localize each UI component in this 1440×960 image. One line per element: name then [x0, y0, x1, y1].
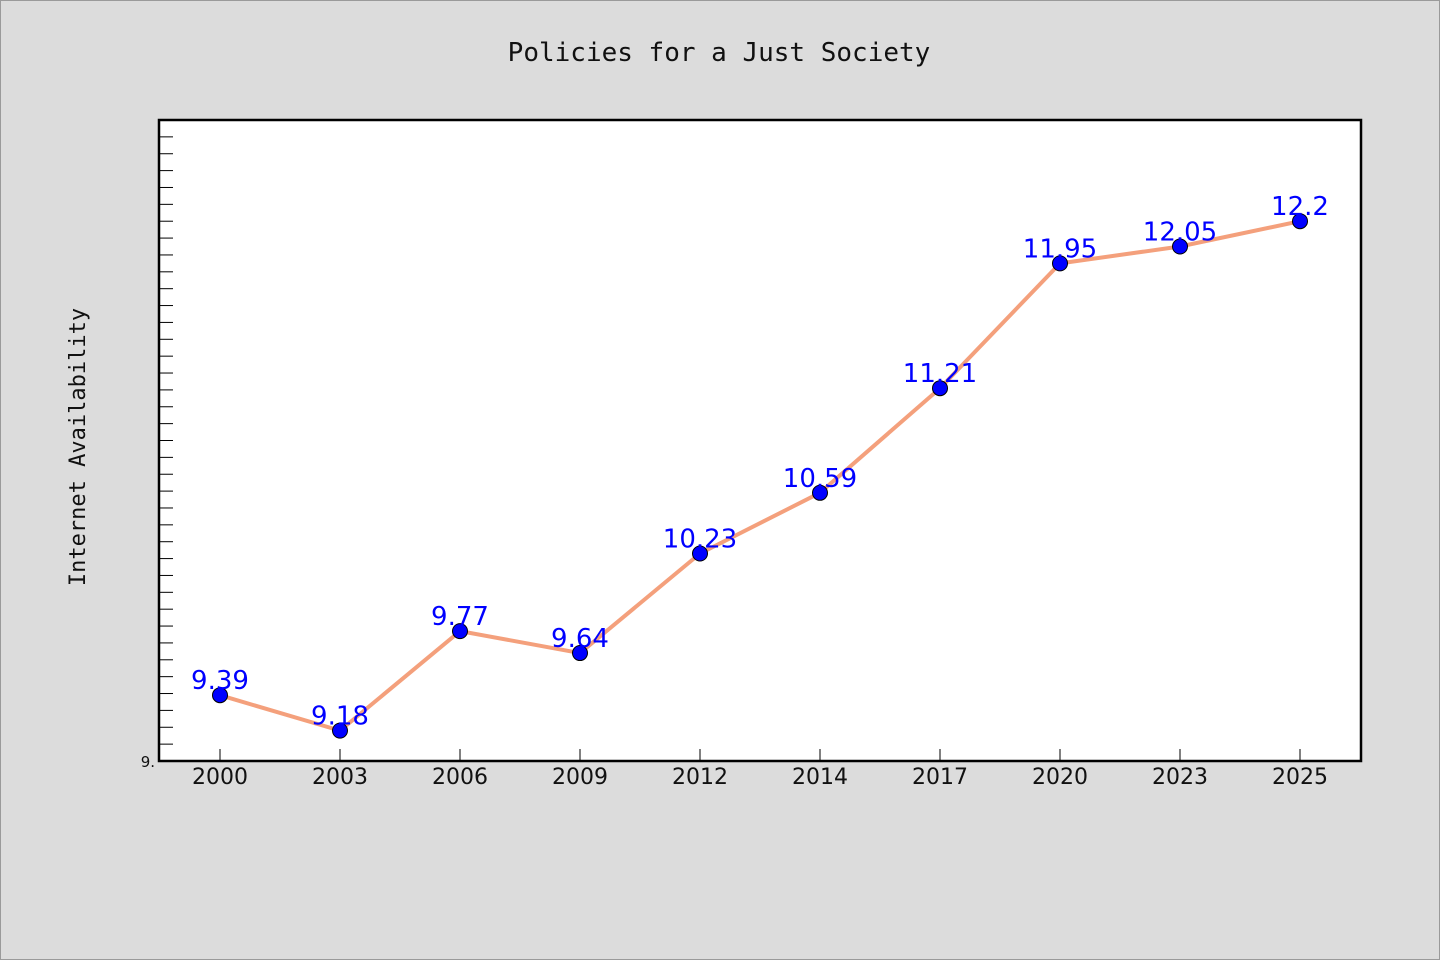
data-label: 11.21 [903, 359, 977, 389]
data-point [812, 484, 828, 501]
data-point [572, 645, 588, 662]
data-label: 12.2 [1271, 192, 1329, 222]
data-point [692, 545, 708, 562]
data-label: 9.39 [191, 666, 249, 696]
plot-area [157, 118, 1363, 763]
data-point [212, 687, 228, 704]
x-tick-label: 2012 [672, 765, 728, 790]
series-markers [212, 213, 1308, 739]
data-labels: 9.39 9.18 9.77 9.64 10.23 10.59 11.21 11.95 12.0… [191, 192, 1329, 731]
x-tick-label: 2006 [432, 765, 488, 790]
y-tick-label: 9. [141, 753, 155, 771]
x-axis-tick-labels: 2000 2003 2006 2009 2012 2014 2017 2020 2023 2025 [192, 765, 1328, 790]
series-line [218, 219, 1302, 733]
x-tick-label: 2017 [912, 765, 968, 790]
data-label: 10.23 [663, 525, 737, 555]
data-label: 11.95 [1023, 234, 1097, 264]
data-label: 9.64 [551, 624, 609, 654]
data-point [332, 722, 348, 739]
x-tick-label: 2025 [1272, 765, 1328, 790]
y-axis-tick-labels: 9. [141, 753, 155, 771]
x-tick-label: 2000 [192, 765, 248, 790]
data-point [1052, 255, 1068, 272]
data-point [932, 380, 948, 397]
y-axis-ticks [159, 119, 173, 762]
x-tick-label: 2009 [552, 765, 608, 790]
x-tick-label: 2023 [1152, 765, 1208, 790]
x-tick-label: 2020 [1032, 765, 1088, 790]
data-label: 9.18 [311, 702, 369, 732]
x-tick-label: 2014 [792, 765, 848, 790]
data-point [1172, 238, 1188, 255]
data-label: 12.05 [1143, 218, 1217, 248]
data-label: 9.77 [431, 602, 489, 632]
x-axis-ticks [219, 749, 1301, 761]
data-point [452, 623, 468, 640]
y-axis-label: Internet Availability [66, 308, 91, 586]
data-point [1292, 213, 1308, 230]
data-label: 10.59 [783, 464, 857, 494]
chart-title: Policies for a Just Society [508, 38, 931, 68]
x-tick-label: 2003 [312, 765, 368, 790]
